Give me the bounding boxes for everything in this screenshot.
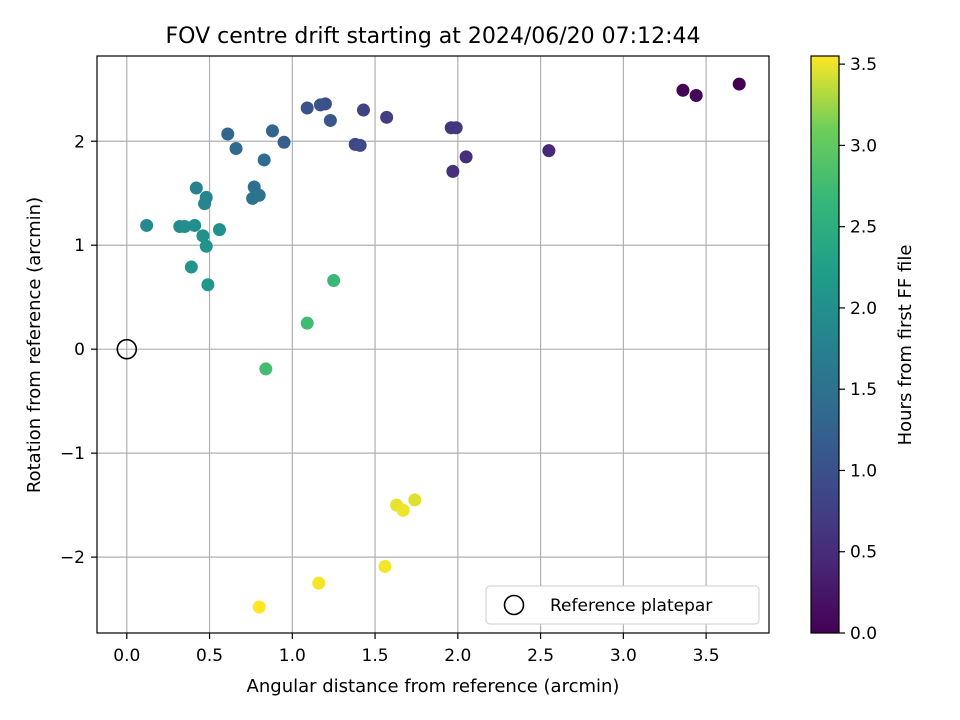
y-tick-label: −1 [60, 444, 85, 464]
y-tick-label: −2 [60, 548, 85, 568]
x-tick-label: 0.5 [196, 646, 223, 666]
x-axis-label: Angular distance from reference (arcmin) [247, 676, 620, 697]
data-point [140, 218, 154, 232]
colorbar-tick-label: 2.0 [850, 299, 877, 319]
data-point [396, 503, 410, 517]
data-point [380, 110, 394, 124]
x-tick-label: 0.0 [113, 646, 140, 666]
data-point [542, 144, 556, 158]
data-point [229, 142, 243, 156]
data-point [689, 89, 703, 103]
data-point [212, 223, 226, 237]
data-point [408, 493, 422, 507]
data-point [221, 127, 235, 141]
data-point [300, 101, 314, 115]
colorbar-tick-label: 2.5 [850, 218, 877, 238]
data-point [257, 153, 271, 167]
data-point [312, 576, 326, 590]
data-point [732, 77, 746, 91]
y-tick-label: 0 [74, 340, 85, 360]
chart-title: FOV centre drift starting at 2024/06/20 … [166, 24, 701, 49]
data-point [201, 278, 215, 292]
x-tick-label: 2.5 [527, 646, 554, 666]
y-axis-label: Rotation from reference (arcmin) [24, 197, 45, 493]
y-axis-ticks: −2 −1 0 1 2 [60, 132, 97, 568]
colorbar-tick-label: 3.0 [850, 136, 877, 156]
data-point [353, 138, 367, 152]
data-point [188, 218, 202, 232]
colorbar-gradient [810, 55, 840, 634]
colorbar-tick-label: 3.5 [850, 55, 877, 75]
data-point [259, 362, 273, 376]
x-tick-label: 1.5 [362, 646, 389, 666]
data-point [252, 600, 266, 614]
colorbar-tick-label: 0.5 [850, 543, 877, 563]
x-tick-label: 3.0 [610, 646, 637, 666]
data-point [196, 229, 210, 243]
data-points [140, 77, 746, 614]
colorbar-tick-label: 1.5 [850, 380, 877, 400]
data-point [313, 98, 327, 112]
data-point [199, 239, 213, 253]
data-point [676, 83, 690, 97]
data-point [449, 121, 463, 135]
legend-box [485, 585, 760, 625]
y-tick-label: 2 [74, 132, 85, 152]
x-tick-label: 1.0 [279, 646, 306, 666]
data-point [277, 135, 291, 149]
x-axis-ticks: 0.0 0.5 1.0 1.5 2.0 2.5 3.0 3.5 [113, 633, 720, 666]
x-tick-label: 2.0 [444, 646, 471, 666]
data-point [378, 559, 392, 573]
reference-platepar-marker [116, 338, 138, 360]
data-point [323, 113, 337, 127]
data-point [327, 274, 341, 288]
data-point [459, 150, 473, 164]
data-point [265, 124, 279, 138]
data-point [300, 316, 314, 330]
data-point [189, 181, 203, 195]
colorbar-ticks: 0.0 0.5 1.0 1.5 2.0 2.5 3.0 3.5 [839, 55, 877, 644]
colorbar-tick-label: 1.0 [850, 461, 877, 481]
legend: Reference platepar [485, 585, 760, 625]
data-point [198, 197, 212, 211]
data-point [446, 164, 460, 178]
data-point [246, 191, 260, 205]
colorbar-tick-label: 0.0 [850, 624, 877, 644]
data-point [356, 103, 370, 117]
colorbar-label: Hours from first FF file [895, 245, 916, 446]
grid-lines [97, 56, 769, 633]
colorbar: 0.0 0.5 1.0 1.5 2.0 2.5 3.0 3.5 Hours from firs… [810, 55, 916, 644]
legend-marker [503, 594, 525, 616]
data-point [178, 220, 192, 234]
y-tick-label: 1 [74, 236, 85, 256]
plot-frame [96, 55, 770, 634]
legend-label: Reference platepar [550, 596, 712, 616]
data-point [184, 260, 198, 274]
x-tick-label: 3.5 [693, 646, 720, 666]
